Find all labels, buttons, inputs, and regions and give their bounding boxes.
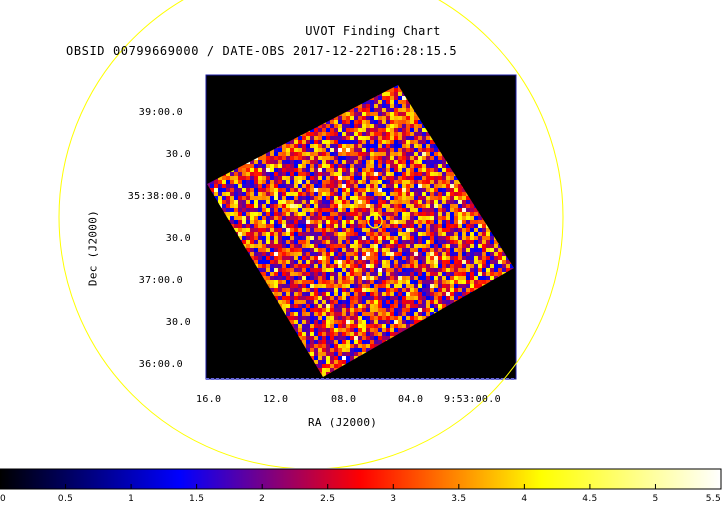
chart-title: UVOT Finding Chart [305, 24, 441, 38]
colorbar-tick-label: 1.5 [189, 494, 205, 504]
colorbar-tick-label: 5 [652, 494, 659, 504]
colorbar-tick-label: 0 [0, 494, 7, 504]
y-tick-label: 30.0 [165, 149, 191, 160]
y-tick-label: 30.0 [165, 317, 191, 328]
x-tick-label: 04.0 [398, 394, 424, 405]
colorbar-tick-label: 3 [390, 494, 397, 504]
colorbar-tick-label: 4.5 [582, 494, 598, 504]
y-tick-label: 35:38:00.0 [127, 191, 191, 202]
colorbar-tick-label: 4 [521, 494, 528, 504]
y-axis-label: Dec (J2000) [86, 209, 100, 287]
y-tick-label: 30.0 [165, 233, 191, 244]
chart-subtitle: OBSID 00799669000 / DATE-OBS 2017-12-22T… [66, 44, 458, 58]
colorbar [0, 468, 722, 490]
y-tick-label: 37:00.0 [138, 275, 183, 286]
colorbar-tick-label: 0.5 [57, 494, 74, 504]
colorbar-tick-label: 1 [128, 494, 135, 504]
colorbar-tick-label: 2.5 [320, 494, 336, 504]
colorbar-tick-label: 2 [259, 494, 266, 504]
colorbar-tick-label: 5.5 [705, 494, 721, 504]
colorbar-tick-label: 3.5 [451, 494, 467, 504]
source-position-circle [367, 213, 383, 229]
colorbar-ticks [0, 484, 722, 489]
x-tick-label: 12.0 [263, 394, 289, 405]
x-tick-label: 16.0 [196, 394, 222, 405]
x-axis-label: RA (J2000) [308, 416, 378, 429]
x-tick-label: 08.0 [331, 394, 357, 405]
y-tick-label: 39:00.0 [138, 107, 183, 118]
y-tick-label: 36:00.0 [138, 359, 183, 370]
x-tick-label: 9:53:00.0 [444, 394, 501, 405]
